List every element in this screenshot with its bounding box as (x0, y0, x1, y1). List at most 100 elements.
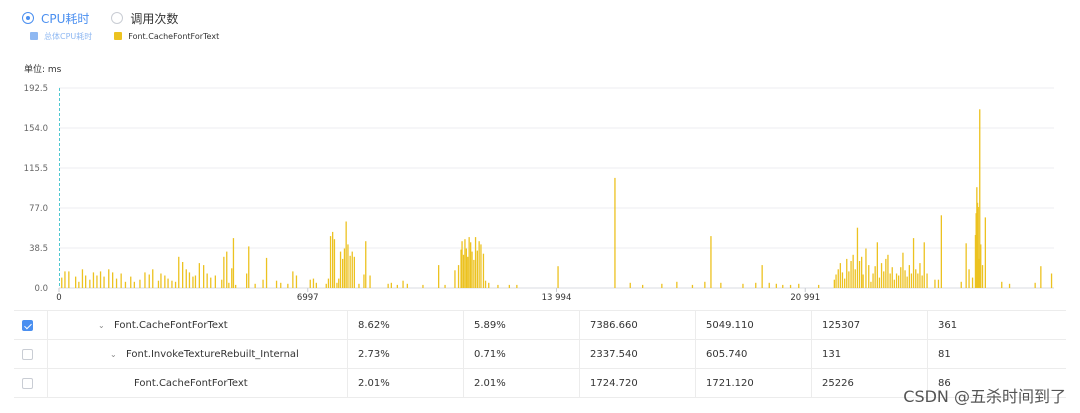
chart-bar (327, 278, 330, 288)
legend-item-cache-font[interactable]: Font.CacheFontForText (114, 32, 219, 41)
chart-bar (642, 284, 644, 288)
chart-bar (755, 282, 757, 288)
chart-bar (96, 275, 98, 288)
row-checkbox-cell[interactable] (14, 369, 48, 397)
chart-bar (977, 207, 979, 288)
chart-bar (768, 282, 770, 288)
chart-bar (979, 109, 981, 288)
chart-bar (210, 277, 212, 288)
chart-bar (470, 242, 472, 288)
chevron-down-icon[interactable]: ⌄ (98, 320, 105, 330)
chart-bar (347, 244, 349, 288)
chart-bar (92, 272, 95, 288)
chart-bar (782, 284, 784, 288)
chart-bar (978, 258, 980, 288)
chart-bar (818, 284, 820, 288)
chart-bar (254, 283, 256, 288)
chart-bar (406, 283, 408, 288)
chart-bar (312, 278, 315, 288)
mode-option-label[interactable]: 调用次数 (130, 11, 179, 26)
y-tick-label: 0.0 (34, 284, 48, 294)
chart-bar (872, 273, 874, 288)
chart-bar (130, 276, 132, 288)
y-tick-label: 154.0 (24, 124, 48, 134)
chart-bar (292, 271, 294, 288)
chart-bar (858, 261, 861, 288)
mode-option-label[interactable]: CPU耗时 (41, 11, 90, 26)
chart-bar (976, 187, 978, 288)
chart-bar (940, 215, 942, 288)
chart-bar (465, 248, 467, 288)
chart-bar (865, 248, 867, 288)
chart-bar (223, 256, 225, 288)
row-checkbox-cell[interactable] (14, 340, 48, 368)
chart-bar (484, 280, 487, 288)
legend-label: Font.CacheFontForText (128, 31, 220, 41)
function-name-cell: Font.CacheFontForText (48, 369, 348, 397)
legend-swatch (114, 32, 123, 40)
chart-bar (841, 272, 844, 288)
value-cell: 125307 (812, 311, 928, 339)
mode-option-cpu-time[interactable]: CPU耗时 (22, 10, 89, 27)
chart-bar (265, 257, 268, 288)
checkbox-unchecked-icon[interactable] (22, 348, 33, 360)
checkbox-unchecked-icon[interactable] (22, 377, 33, 389)
chart-bar (81, 269, 84, 288)
chart-bar (115, 278, 118, 288)
chart-bar (480, 244, 482, 288)
chart-bar (852, 254, 854, 288)
chart-gridlines (59, 87, 1054, 289)
chart-bar (78, 281, 80, 288)
chart-bar (353, 256, 355, 288)
chart-bar (981, 265, 984, 288)
chart-bar (112, 272, 114, 288)
chart-bar (478, 241, 480, 288)
radio-unchecked-icon[interactable] (111, 12, 124, 24)
table-row[interactable]: ⌄ Font.InvokeTextureRebuilt_Internal 2.73… (14, 340, 1066, 369)
row-checkbox-cell[interactable] (14, 311, 48, 339)
chart-bar (661, 283, 663, 288)
cpu-time-chart[interactable]: 192.5 154.0 115.5 77.0 38.5 0.0 0 6997 13 994 20… (0, 80, 1080, 306)
y-axis-labels: 192.5 154.0 115.5 77.0 38.5 0.0 (24, 84, 48, 294)
chart-bar (103, 276, 105, 288)
chart-bar (99, 271, 102, 288)
chart-bar (133, 281, 135, 288)
legend-item-total-cpu[interactable]: 总体CPU耗时 (30, 31, 92, 42)
chart-bar (891, 267, 893, 288)
table-row[interactable]: ⌄ Font.CacheFontForText 8.62% 5.89% 7386.… (14, 311, 1066, 340)
chart-bar (846, 258, 848, 288)
value-cell: 25226 (812, 369, 928, 397)
chart-bar (968, 269, 970, 288)
chart-bar (454, 270, 456, 288)
radio-checked-icon[interactable] (22, 12, 34, 24)
chart-bar (839, 263, 841, 288)
chart-bar (182, 262, 184, 288)
unit-label: 单位: ms (24, 65, 62, 75)
chart-bar (874, 266, 876, 288)
chart-bar (363, 274, 365, 288)
chart-bar (369, 275, 371, 288)
chart-bar (965, 243, 967, 288)
chart-bar (876, 242, 878, 288)
chart-bar (349, 255, 351, 288)
value-cell: 2.73% (348, 340, 464, 368)
chart-bar (287, 283, 289, 288)
chart-bar (124, 281, 127, 288)
table-row[interactable]: Font.CacheFontForText 2.01% 2.01% 1724.7… (14, 369, 1066, 398)
chart-bar (900, 267, 902, 288)
checkbox-checked-icon[interactable] (22, 319, 33, 331)
chart-bar (902, 252, 904, 288)
mode-option-call-count[interactable]: 调用次数 (111, 10, 178, 27)
chart-bar (422, 284, 424, 288)
chart-bar (1001, 281, 1003, 288)
chart-bar (246, 273, 248, 288)
chart-bar (226, 251, 228, 288)
value-cell: 81 (938, 348, 951, 360)
chart-bar (910, 273, 913, 288)
y-tick-label: 115.5 (24, 164, 48, 174)
chart-bar (185, 269, 187, 288)
chart-bar (438, 265, 440, 288)
value-cell: 5.89% (464, 311, 580, 339)
chart-bar (848, 271, 850, 288)
chevron-down-icon[interactable]: ⌄ (110, 349, 117, 359)
